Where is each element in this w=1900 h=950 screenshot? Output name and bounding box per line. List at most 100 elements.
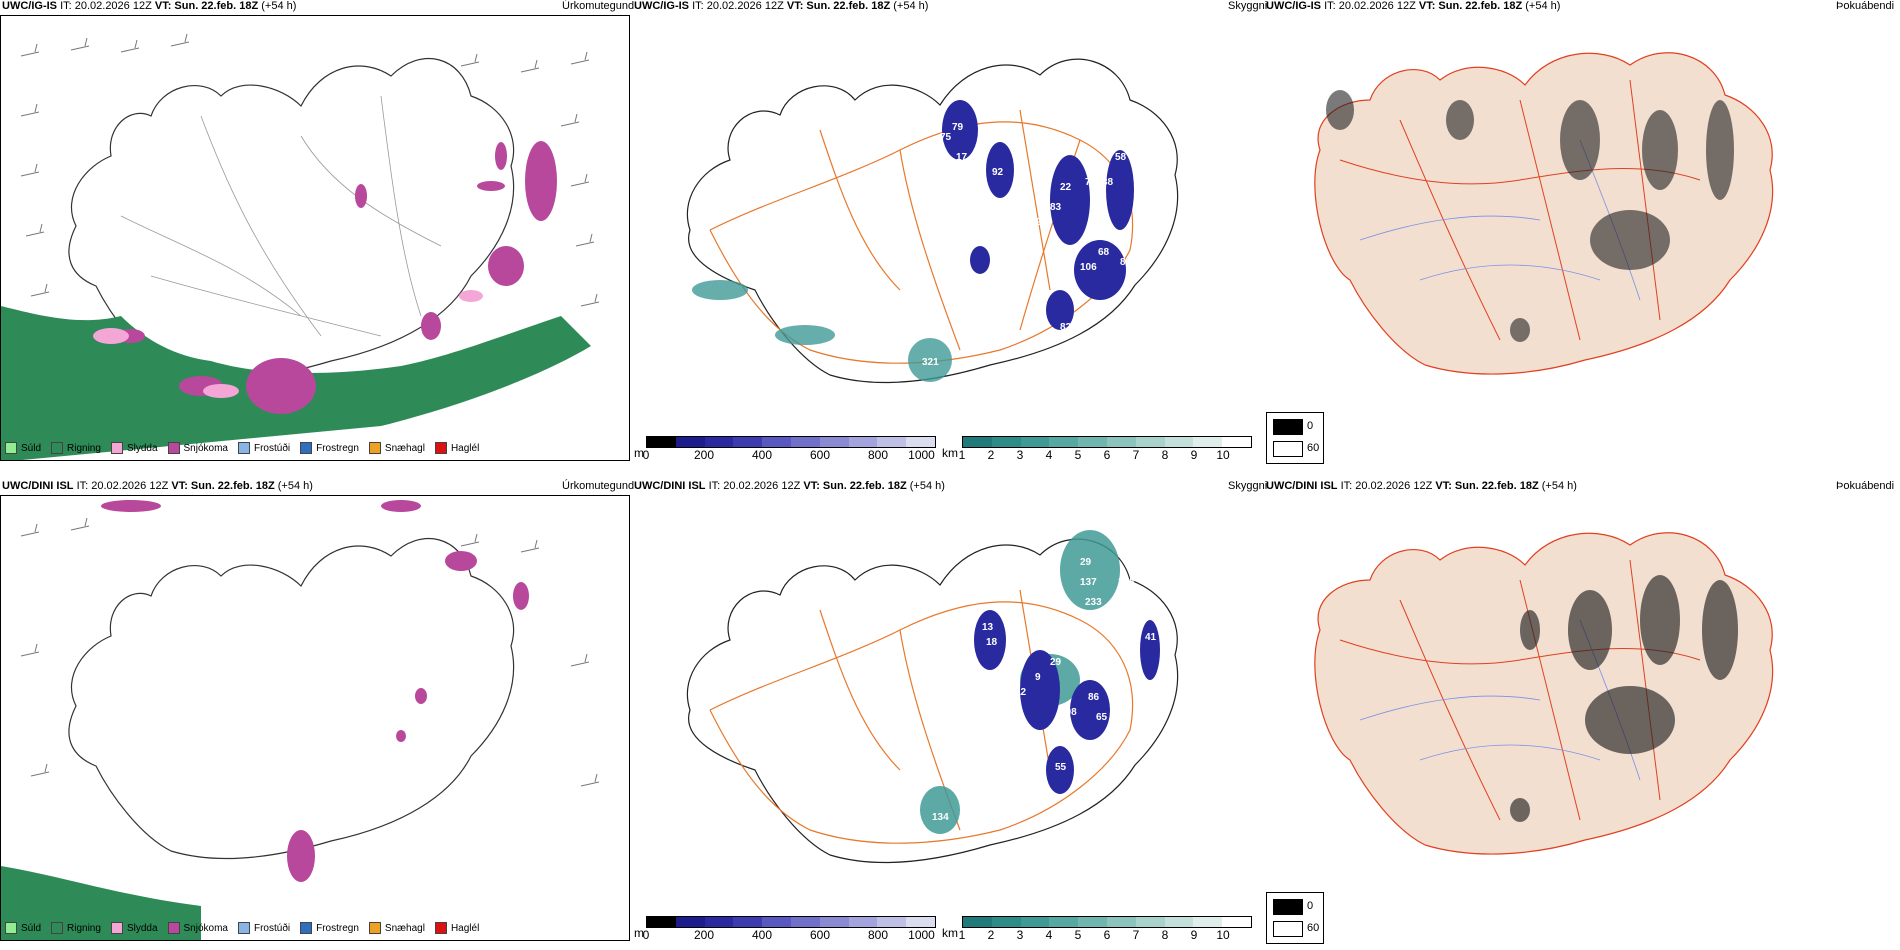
panel-title-cloud: UWC/DINI ISL IT: 20.02.2026 12Z VT: Sun.… — [634, 480, 945, 492]
legend-swatch — [5, 922, 17, 934]
ceiling-label: 84 — [950, 232, 962, 243]
ceiling-label: 52 — [1096, 132, 1108, 143]
ceiling-label: 218 — [1118, 577, 1135, 588]
precip-type-map: Súld Rigning Slydda Snjókoma Frostúði Fr… — [0, 495, 630, 941]
ceiling-tick: 200 — [693, 448, 715, 462]
legend-swatch — [368, 922, 381, 934]
low-visibility-areas — [692, 280, 952, 382]
ceiling-label: 92 — [992, 167, 1004, 178]
cloud-visibility-map: 79 75 92 17 52 58 22 73 38 83 109 68 310… — [686, 58, 1179, 383]
ceiling-label: 73 — [1085, 177, 1097, 188]
ceiling-tick: 400 — [751, 928, 773, 942]
fog-index-legend: 0 60 — [1266, 412, 1324, 464]
visibility-tick: 7 — [1132, 448, 1140, 462]
cloud-visibility-map: 29 137 218 233 13 18 16 29 9 12 86 198 6… — [686, 530, 1179, 863]
legend-item-snjokoma: Snjókoma — [167, 440, 228, 456]
visibility-colorbar: 1 2 3 4 5 6 7 8 9 10 — [958, 436, 1252, 462]
visibility-tick: 1 — [958, 448, 966, 462]
legend-swatch — [5, 442, 17, 454]
ceiling-tick: 600 — [809, 448, 831, 462]
ceiling-label: 22 — [1060, 182, 1072, 193]
snow-areas — [101, 500, 529, 882]
visibility-tick: 10 — [1216, 448, 1230, 462]
wind-barbs — [20, 33, 600, 307]
low-visibility-areas — [920, 530, 1120, 834]
legend-swatch — [51, 922, 64, 934]
ceiling-label: 16 — [1020, 247, 1032, 258]
legend-item-snaehagl: Snæhagl — [368, 920, 425, 936]
ceiling-label: 75 — [940, 132, 952, 143]
ceiling-unit: m — [634, 926, 644, 940]
precip-type-svg — [1, 500, 600, 940]
precip-type-map: Súld Rigning Slydda Snjókoma Frostúði Fr… — [0, 15, 630, 461]
ceiling-colorbar: 0 200 400 600 800 1000 — [642, 916, 936, 942]
ceiling-unit: m — [634, 446, 644, 460]
ceiling-label: 134 — [932, 812, 949, 823]
legend-item-sudi: Súld — [5, 440, 41, 456]
legend-swatch — [237, 442, 250, 454]
legend-item-snjokoma: Snjókoma — [167, 920, 228, 936]
legend-item-snaehagl: Snæhagl — [368, 440, 425, 456]
ceiling-label: 310 — [1115, 232, 1132, 243]
precip-type-svg — [1, 33, 600, 460]
fog-index-heading: Þokuábendi — [1836, 480, 1895, 492]
visibility-tick: 8 — [1161, 928, 1169, 942]
ceiling-tick: 1000 — [908, 448, 935, 462]
ceiling-tick: 0 — [642, 928, 650, 942]
visibility-tick: 5 — [1074, 928, 1082, 942]
legend-item-rigning: Rigning — [51, 920, 101, 936]
ceiling-label: 9 — [1035, 672, 1041, 683]
ceiling-label: 233 — [1085, 597, 1102, 608]
ceiling-tick: 600 — [809, 928, 831, 942]
panel-title-cloud: UWC/IG-IS IT: 20.02.2026 12Z VT: Sun. 22… — [634, 0, 929, 12]
fog-areas — [1326, 90, 1734, 342]
forecast-row-ig-is: UWC/IG-IS IT: 20.02.2026 12Z VT: Sun. 22… — [0, 0, 1900, 470]
visibility-tick: 8 — [1161, 448, 1169, 462]
ceiling-tick: 400 — [751, 448, 773, 462]
iceland-land — [1314, 532, 1774, 855]
visibility-tick: 4 — [1045, 448, 1053, 462]
ceiling-value-labels: 79 75 92 17 52 58 22 73 38 83 109 68 310… — [922, 122, 1152, 368]
legend-swatch — [167, 922, 180, 934]
ceiling-label: 13 — [1138, 212, 1150, 223]
ceiling-label: 38 — [1102, 177, 1114, 188]
road-network — [709, 109, 1134, 364]
visibility-strip — [962, 916, 1252, 928]
ceiling-label: 83 — [1065, 282, 1077, 293]
legend-item-frostudi: Frostúði — [237, 440, 290, 456]
ceiling-tick: 1000 — [908, 928, 935, 942]
ceiling-tick: 200 — [693, 928, 715, 942]
ceiling-label: 86 — [1088, 692, 1100, 703]
fog-label-white: 60 — [1307, 922, 1320, 934]
precip-type-heading: Úrkomutegund — [562, 480, 635, 492]
ceiling-label: 58 — [1115, 152, 1127, 163]
fog-index-map — [1314, 52, 1774, 375]
legend-item-rigning: Rigning — [51, 440, 101, 456]
ceiling-strip — [646, 436, 936, 448]
legend-swatch — [368, 442, 381, 454]
visibility-heading: Skyggni — [1228, 480, 1268, 492]
wind-barbs — [20, 517, 600, 787]
precip-type-legend: Súld Rigning Slydda Snjókoma Frostúði Fr… — [5, 920, 489, 936]
ceiling-label: 86 — [1120, 257, 1132, 268]
ceiling-label: 79 — [952, 122, 964, 133]
fog-label-black: 0 — [1307, 420, 1314, 432]
ceiling-label: 321 — [922, 357, 939, 368]
ceiling-label: 68 — [1098, 247, 1110, 258]
ceiling-label: 13 — [958, 222, 970, 233]
iceland-land — [1314, 52, 1774, 375]
visibility-tick: 5 — [1074, 448, 1082, 462]
ceiling-label: 106 — [1080, 262, 1097, 273]
ceiling-label: 29 — [1050, 657, 1062, 668]
panel-title-precip: UWC/DINI ISL IT: 20.02.2026 12Z VT: Sun.… — [2, 480, 313, 492]
iceland-outline — [68, 538, 515, 859]
ceiling-label: 17 — [956, 152, 968, 163]
visibility-unit: km — [942, 926, 958, 940]
visibility-colorbar: 1 2 3 4 5 6 7 8 9 10 — [959, 916, 1252, 942]
ceiling-tick: 800 — [867, 928, 889, 942]
legend-item-sudi: Súld — [5, 920, 41, 936]
ceiling-label: 18 — [986, 637, 998, 648]
fog-swatch-black — [1273, 419, 1303, 435]
forecast-row-dini-isl: UWC/DINI ISL IT: 20.02.2026 12Z VT: Sun.… — [0, 480, 1900, 950]
ceiling-label: 137 — [1080, 577, 1097, 588]
